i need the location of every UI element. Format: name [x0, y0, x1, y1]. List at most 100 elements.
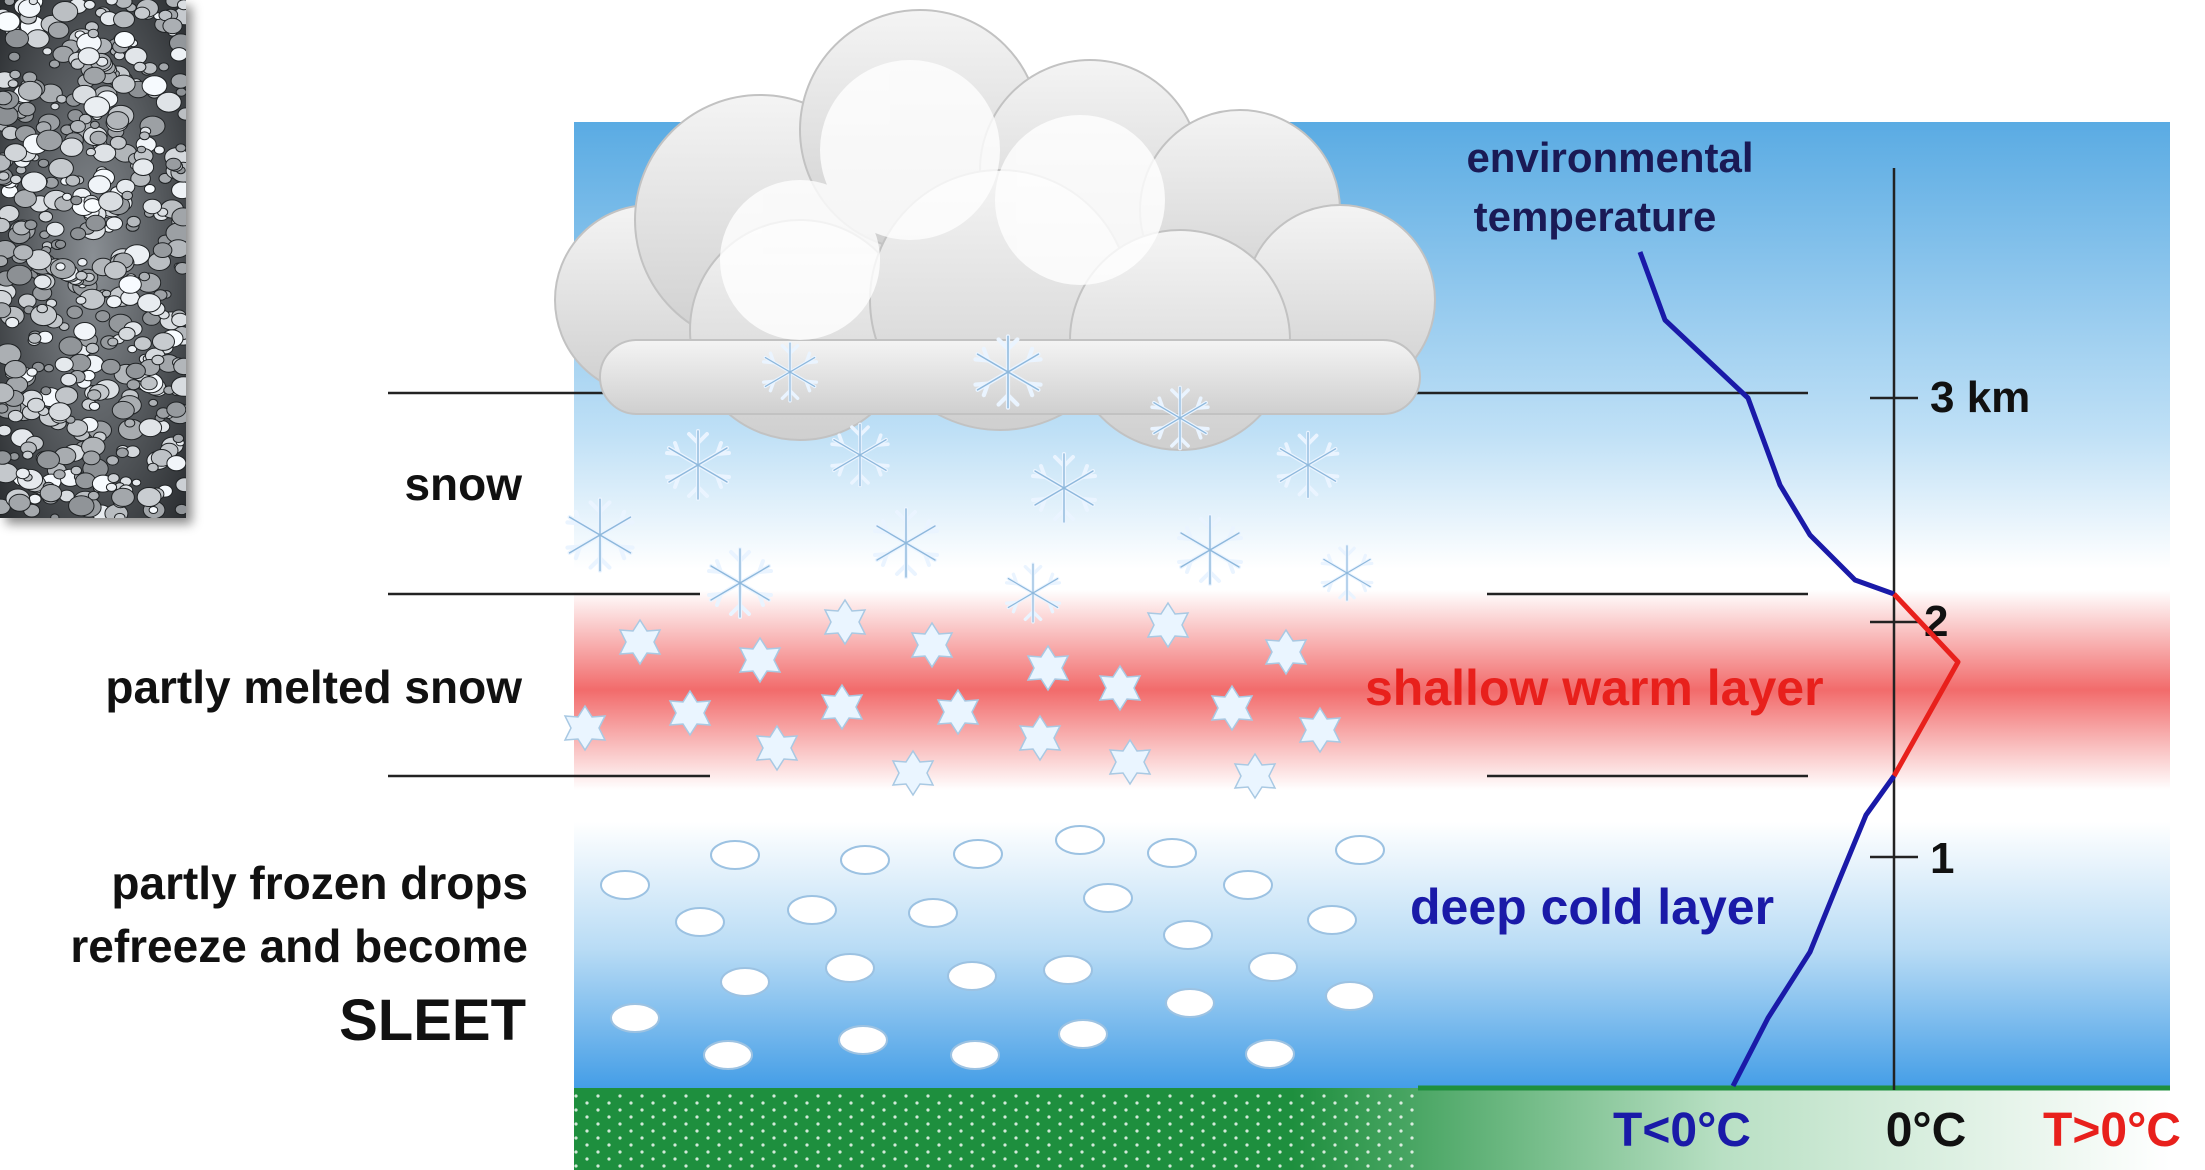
sleet-pellet-texture: [132, 158, 155, 176]
frozen-drops-label-line1: partly frozen drops: [111, 857, 528, 909]
sleet-pellet-texture: [22, 450, 34, 460]
sleet-pellet-texture: [121, 190, 134, 201]
snow-label: snow: [404, 458, 522, 510]
sleet-pellet-texture: [3, 143, 28, 163]
sleet-pellet-texture: [114, 512, 126, 518]
sleet-pellet-texture: [51, 1, 79, 23]
sleet-pellet-texture: [65, 174, 81, 187]
sleet-pellet-texture: [0, 255, 9, 268]
ice-pellet-icon: [953, 839, 1003, 869]
ice-pellet-icon: [1307, 905, 1357, 935]
sleet-pellet-texture: [0, 450, 12, 465]
sleet-pellet-texture: [131, 478, 142, 487]
ice-pellet-icon: [710, 840, 760, 870]
sleet-pellet-texture: [105, 216, 124, 231]
ice-pellet-icon: [1248, 952, 1298, 982]
cold-layer-label: deep cold layer: [1410, 879, 1774, 935]
sleet-pellet-texture: [8, 51, 21, 62]
sleet-pellet-texture: [125, 362, 146, 380]
sleet-pellet-texture: [73, 322, 97, 341]
ice-pellet-icon: [950, 1040, 1000, 1070]
sleet-pellet-texture: [111, 400, 135, 420]
sleet-pellet-texture: [152, 242, 173, 259]
sleet-pellet-texture: [13, 244, 34, 261]
sleet-pellet-texture: [106, 111, 130, 130]
sleet-pellet-texture: [175, 143, 186, 153]
cloud-highlight: [720, 60, 1165, 340]
sleet-pellet-texture: [136, 145, 147, 154]
sleet-pellet-texture: [155, 91, 182, 113]
sleet-pellet-texture: [115, 447, 129, 459]
temp-label-zero: 0°C: [1886, 1104, 1967, 1157]
ice-pellets: [600, 825, 1385, 1070]
sleet-pellet-texture: [174, 503, 186, 516]
sleet-pellet-texture: [75, 270, 88, 281]
sleet-pellet-texture: [40, 386, 52, 396]
sleet-pellet-texture: [0, 90, 13, 106]
layer-boundaries: [388, 391, 1808, 778]
sleet-pellet-texture: [87, 389, 102, 401]
sleet-pellet-texture: [66, 419, 89, 437]
sleet-pellet-texture: [152, 332, 175, 351]
sleet-pellet-texture: [4, 28, 29, 49]
ice-pellet-icon: [840, 845, 890, 875]
sleet-pellet-texture: [15, 467, 30, 480]
sleet-pellet-texture: [89, 130, 108, 146]
sleet-pellet-texture: [26, 397, 46, 413]
sleet-pellet-texture: [148, 506, 159, 514]
sleet-pellet-texture: [83, 0, 96, 10]
sleet-pellet-texture: [133, 61, 147, 73]
sleet-pellet-texture: [83, 96, 111, 118]
sleet-pellet-texture: [55, 262, 66, 271]
sleet-pellet-texture: [6, 264, 33, 286]
sleet-pellet-texture: [162, 17, 183, 35]
ice-pellet-icon: [675, 907, 725, 937]
sleet-pellet-texture: [107, 473, 120, 484]
temperature-profile-cold-lower: [1730, 774, 1897, 1088]
sleet-pellet-texture: [141, 75, 168, 97]
sleet-pellet-texture: [37, 158, 50, 168]
sleet-pellet-texture: [83, 66, 106, 85]
sleet-pellet-texture: [70, 465, 83, 476]
sleet-pellet-texture: [36, 129, 63, 152]
ice-pellet-icon: [1058, 1019, 1108, 1049]
sleet-label: SLEET: [339, 988, 526, 1053]
melted-snow-label: partly melted snow: [105, 661, 522, 713]
sleet-pellet-texture: [47, 21, 70, 39]
sleet-pellet-texture: [82, 450, 101, 466]
sleet-pellet-texture: [39, 484, 63, 503]
sleet-pellet-texture: [165, 157, 182, 171]
sleet-pellet-texture: [148, 398, 159, 407]
sleet-pellet-texture: [42, 47, 53, 56]
temp-label-cold: T<0°C: [1613, 1104, 1751, 1157]
frozen-drops-label-line2: refreeze and become: [70, 920, 528, 972]
sleet-pellet-texture: [18, 101, 36, 117]
sleet-pellet-texture: [5, 316, 20, 329]
sleet-pellet-texture: [70, 195, 83, 206]
sleet-pellet-texture: [166, 455, 186, 472]
sleet-pellet-texture: [111, 487, 135, 507]
sleet-pellet-texture: [4, 360, 27, 379]
sleet-pellet-texture: [118, 275, 142, 294]
sleet-pellet-texture: [138, 271, 151, 282]
sleet-pellet-texture: [8, 493, 31, 512]
altitude-ticks: [1870, 396, 1918, 859]
sleet-pellet-texture: [68, 495, 95, 517]
ice-pellet-icon: [1165, 988, 1215, 1018]
temperature-profile-warm: [1891, 592, 1961, 778]
sleet-pellet-texture: [54, 239, 67, 249]
sleet-pellet-texture: [9, 69, 21, 80]
sleet-pellet-texture: [106, 455, 119, 466]
sleet-pellet-texture: [98, 191, 124, 212]
sleet-pellet-texture: [0, 424, 12, 437]
sleet-pellet-texture: [69, 120, 86, 133]
ice-pellet-icon: [825, 953, 875, 983]
sleet-pellet-texture: [147, 462, 159, 473]
sleet-pellet-texture: [70, 227, 87, 241]
cloud-icon: [554, 9, 1436, 451]
ice-pellet-icon: [1083, 883, 1133, 913]
sleet-pellet-texture: [0, 217, 11, 234]
sleet-pellet-texture: [38, 210, 53, 223]
sleet-pellet-texture: [171, 376, 186, 397]
sleet-pellet-texture: [87, 28, 100, 39]
